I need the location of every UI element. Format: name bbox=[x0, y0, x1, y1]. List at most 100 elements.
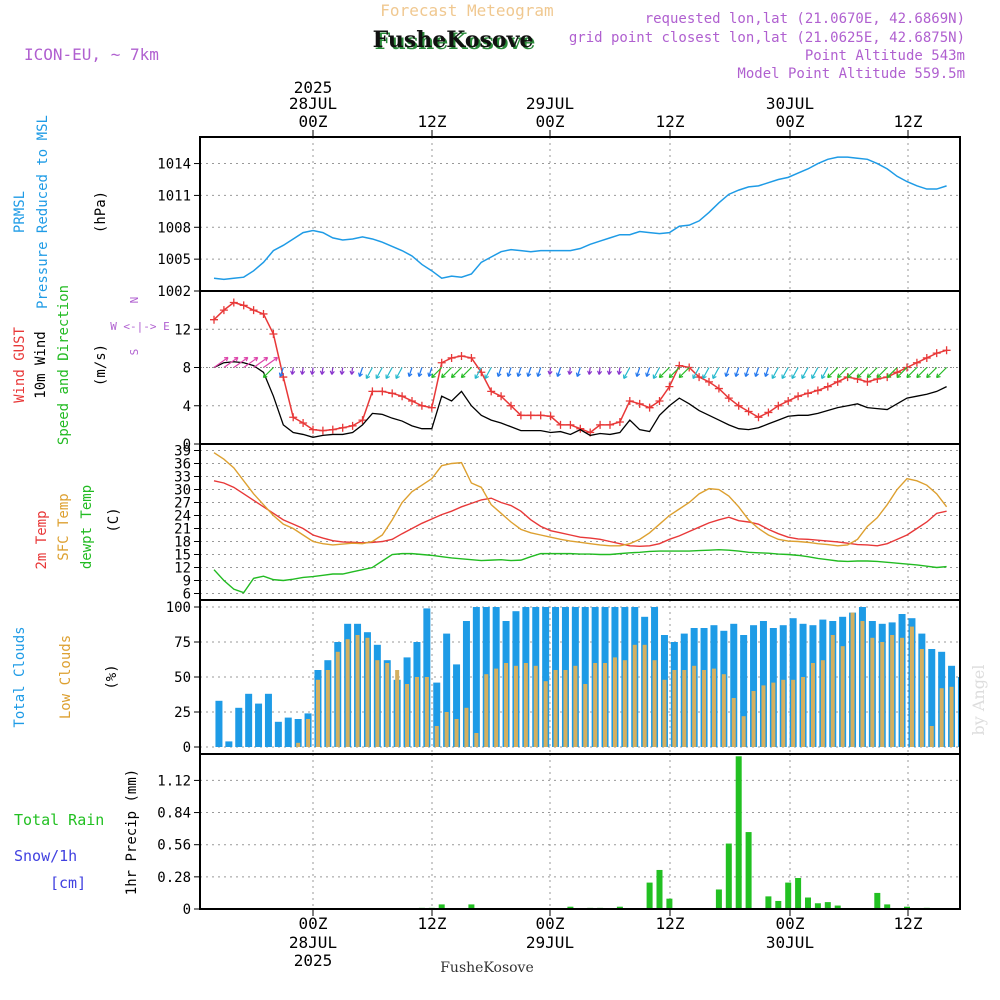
wind-direction-arrow bbox=[847, 367, 858, 378]
bottom-day-label-2: 29JUL bbox=[526, 933, 574, 952]
low-cloud-bar bbox=[385, 663, 390, 747]
wind-direction-arrow bbox=[253, 357, 268, 368]
wind-direction-arrow bbox=[311, 367, 314, 375]
wind-direction-arrowhead bbox=[474, 374, 480, 380]
wind-direction-arrow bbox=[291, 367, 294, 375]
wind-direction-arrowhead bbox=[223, 356, 229, 362]
low-cloud-bar bbox=[622, 660, 627, 747]
wind-direction-arrow bbox=[527, 367, 532, 377]
wind-direction-arrow bbox=[507, 367, 512, 377]
wind-direction-arrowhead bbox=[781, 374, 786, 380]
wind-direction-arrowhead bbox=[556, 372, 561, 377]
wind-direction-arrow bbox=[243, 357, 259, 368]
ytick-label: 21 bbox=[174, 522, 191, 538]
wind-gust-marker bbox=[932, 349, 941, 358]
wind-direction-arrowhead bbox=[771, 374, 777, 380]
ytick-label: 18 bbox=[174, 535, 191, 551]
wind-direction-arrow bbox=[301, 367, 304, 375]
compass-north: N bbox=[128, 297, 141, 304]
wind-direction-arrowhead bbox=[309, 370, 315, 375]
wind-gust-marker bbox=[615, 418, 624, 427]
wind-direction-arrowhead bbox=[906, 373, 911, 379]
low-cloud-bar bbox=[642, 644, 647, 747]
low-cloud-bar bbox=[603, 663, 608, 747]
low-cloud-bar bbox=[563, 670, 568, 747]
ytick-label: 24 bbox=[174, 509, 191, 525]
low-cloud-bar bbox=[464, 707, 469, 747]
ytick-label: 0.84 bbox=[157, 806, 191, 822]
clouds-total-label: Total Clouds bbox=[12, 626, 28, 727]
rain-bar bbox=[805, 897, 811, 909]
wind-direction-arrow bbox=[517, 367, 522, 377]
total-cloud-bar bbox=[581, 607, 589, 747]
low-cloud-bar bbox=[474, 733, 479, 747]
rain-bar bbox=[834, 905, 841, 909]
top-tick-label-5: 00Z bbox=[776, 112, 805, 131]
low-cloud-bar bbox=[939, 688, 944, 747]
compass-south: S bbox=[128, 349, 141, 356]
wind-direction-arrow bbox=[576, 367, 581, 377]
wind-direction-arrowhead bbox=[339, 370, 345, 375]
ytick-label: 27 bbox=[174, 496, 191, 512]
wind-gust-marker bbox=[259, 309, 268, 318]
ytick-label: 12 bbox=[174, 322, 191, 338]
ytick-label: 50 bbox=[174, 670, 191, 686]
wind-direction-arrow bbox=[623, 367, 631, 379]
bottom-tick-label-2: 12Z bbox=[418, 914, 447, 933]
rain-bar bbox=[874, 892, 881, 909]
panel-frame bbox=[199, 753, 961, 910]
temp-unit: (C) bbox=[106, 507, 122, 532]
wind-direction-arrowhead bbox=[233, 356, 239, 362]
total-cloud-bar bbox=[928, 649, 936, 747]
wind-direction-arrowhead bbox=[243, 356, 249, 362]
top-year-label: 2025 bbox=[294, 78, 333, 97]
rain-bar bbox=[656, 869, 663, 909]
total-cloud-bar bbox=[255, 703, 263, 747]
wind-gust-marker bbox=[348, 421, 357, 430]
wind-direction-arrow bbox=[341, 367, 344, 375]
wind-gust-marker bbox=[457, 352, 466, 361]
wind-direction-arrowhead bbox=[460, 373, 466, 379]
temp-sfc-label: SFC Temp bbox=[56, 493, 72, 560]
total-cloud-bar bbox=[957, 677, 960, 747]
wind-direction-arrowhead bbox=[886, 373, 892, 379]
wind-direction-arrowhead bbox=[526, 372, 532, 377]
top-tick-label-3: 00Z bbox=[536, 112, 565, 131]
total-cloud-bar bbox=[284, 717, 292, 747]
low-cloud-bar bbox=[682, 670, 687, 747]
model-label: ICON-EU, ~ 7km bbox=[24, 45, 159, 64]
low-cloud-bar bbox=[424, 677, 429, 747]
location-title-shadow: FusheKosove bbox=[375, 29, 536, 55]
wind-direction-arrow bbox=[588, 367, 591, 375]
wind-gust-marker bbox=[675, 361, 684, 370]
low-cloud-bar bbox=[543, 681, 548, 747]
wind-direction-arrowhead bbox=[936, 373, 941, 379]
wind-gust-marker bbox=[516, 411, 525, 420]
wind-direction-arrowhead bbox=[645, 372, 651, 377]
total-cloud-bar bbox=[294, 719, 302, 747]
wind-direction-arrow bbox=[537, 367, 542, 377]
wind-direction-arrow bbox=[856, 367, 868, 378]
total-cloud-bar bbox=[740, 635, 748, 747]
wind-direction-arrowhead bbox=[385, 374, 390, 380]
wind-direction-arrow bbox=[331, 367, 334, 375]
clouds-unit: (%) bbox=[104, 664, 120, 689]
wind-direction-arrow bbox=[233, 357, 249, 368]
low-cloud-bar bbox=[672, 670, 677, 747]
wind-direction-arrow bbox=[441, 367, 453, 378]
top-tick-label-2: 12Z bbox=[418, 112, 447, 131]
wind-direction-arrowhead bbox=[916, 373, 921, 379]
low-cloud-bar bbox=[513, 665, 518, 747]
wind-gust-marker bbox=[714, 384, 723, 393]
wind-direction-arrow bbox=[771, 367, 779, 379]
low-cloud-bar bbox=[444, 712, 449, 747]
wind-direction-arrowhead bbox=[587, 370, 593, 375]
low-cloud-bar bbox=[355, 635, 360, 747]
wind-direction-arrowhead bbox=[516, 372, 522, 377]
wind-gust-marker bbox=[427, 403, 436, 412]
bottom-tick-label-5: 00Z bbox=[776, 914, 805, 933]
wind-direction-arrowhead bbox=[536, 372, 542, 377]
wind-direction-arrow bbox=[385, 367, 393, 379]
ytick-label: 1014 bbox=[157, 157, 191, 173]
